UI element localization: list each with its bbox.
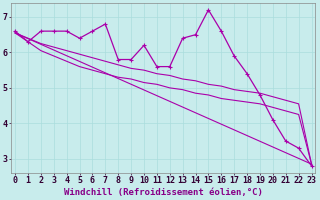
X-axis label: Windchill (Refroidissement éolien,°C): Windchill (Refroidissement éolien,°C) [64,188,263,197]
